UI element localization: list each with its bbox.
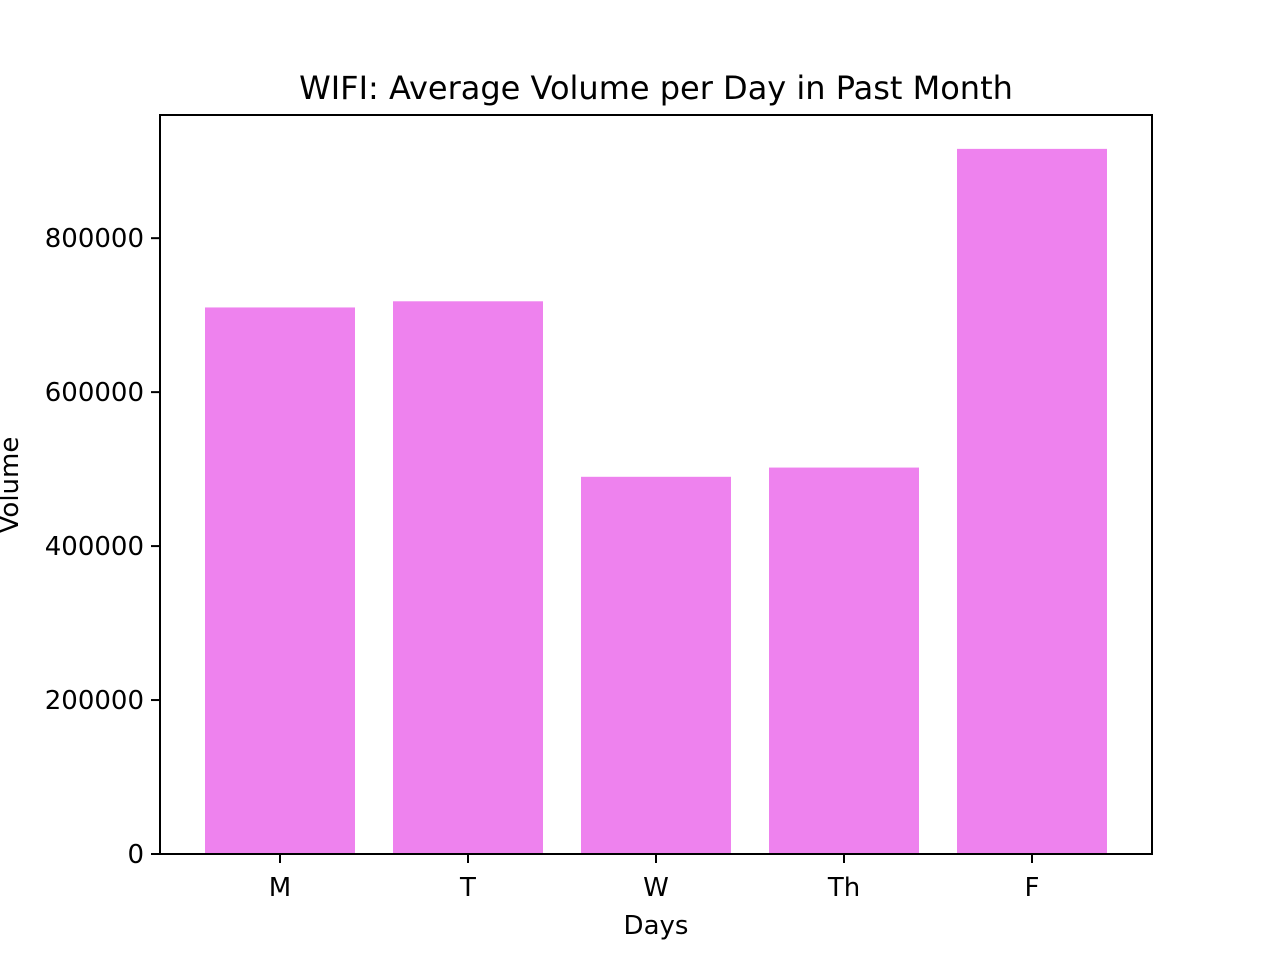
x-axis: M T W Th F bbox=[269, 854, 1040, 903]
bar-f bbox=[957, 148, 1107, 854]
bar-w bbox=[581, 476, 731, 854]
x-tick-label: T bbox=[459, 873, 476, 903]
bars bbox=[205, 148, 1107, 855]
y-tick-label: 0 bbox=[127, 840, 144, 870]
x-tick-label: Th bbox=[827, 873, 860, 903]
bar-t bbox=[393, 301, 543, 855]
y-axis-label: Volume bbox=[0, 437, 25, 534]
bar-m bbox=[205, 307, 355, 855]
y-tick-label: 600000 bbox=[45, 378, 144, 408]
x-tick-label: F bbox=[1025, 873, 1040, 903]
x-tick-label: W bbox=[643, 873, 669, 903]
chart-title: WIFI: Average Volume per Day in Past Mon… bbox=[299, 69, 1013, 107]
y-tick-label: 800000 bbox=[45, 224, 144, 254]
x-tick-label: M bbox=[269, 873, 291, 903]
x-axis-label: Days bbox=[624, 911, 689, 941]
y-tick-label: 400000 bbox=[45, 532, 144, 562]
y-axis: 0 200000 400000 600000 800000 bbox=[45, 224, 160, 870]
bar-th bbox=[769, 467, 919, 854]
y-tick-label: 200000 bbox=[45, 686, 144, 716]
